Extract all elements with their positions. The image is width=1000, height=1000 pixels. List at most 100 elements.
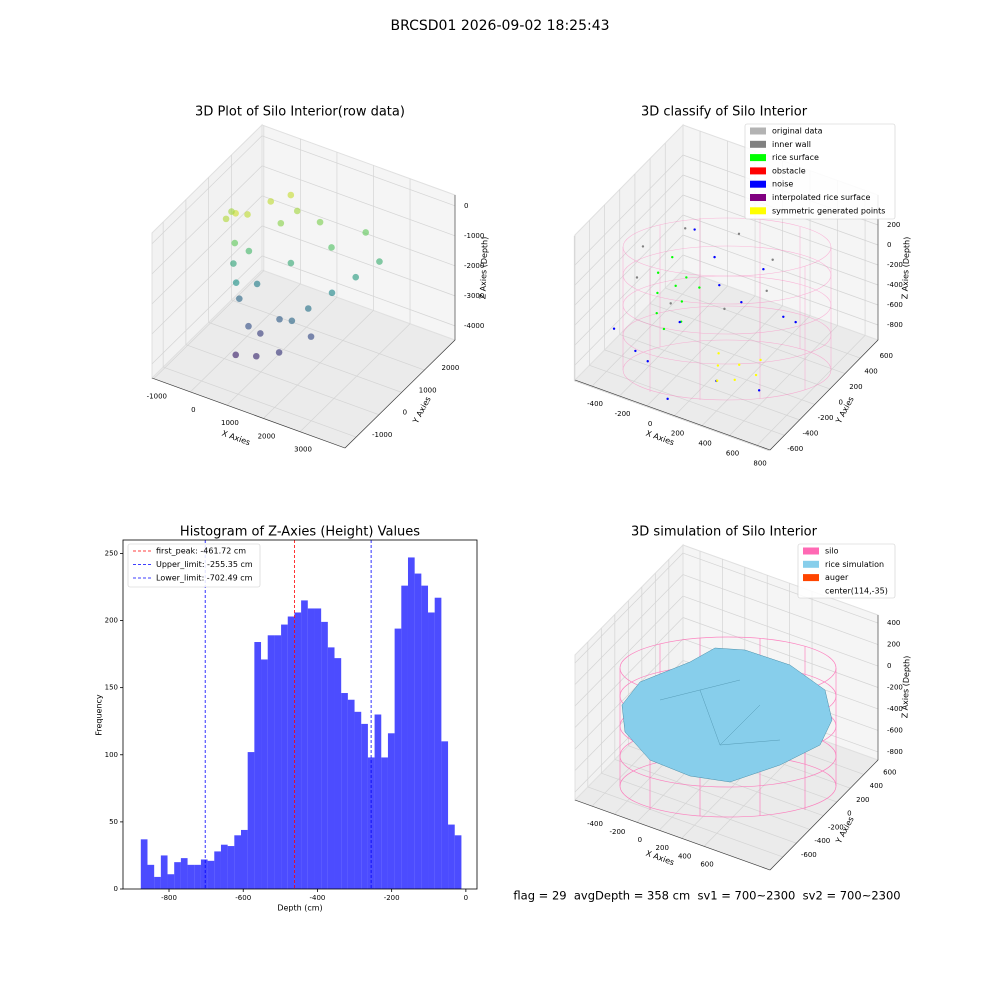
- y-tick-label: 0: [847, 810, 851, 818]
- grid-line: [208, 322, 402, 393]
- histogram-bar: [367, 757, 375, 889]
- data-point: [352, 273, 360, 281]
- legend-box: [797, 543, 896, 599]
- data-point: [376, 258, 383, 265]
- x-tick-label: 1000: [221, 419, 239, 427]
- histogram-bar: [207, 860, 215, 889]
- grid-line: [151, 195, 263, 305]
- plot-frame: [122, 539, 478, 890]
- grid-line: [151, 165, 263, 275]
- data-point: [328, 244, 335, 251]
- histogram-bar: [154, 876, 161, 889]
- y-tick-label: -200: [828, 823, 844, 831]
- grid-line: [682, 574, 879, 645]
- x-tick-label: -200: [384, 894, 400, 902]
- data-point: [757, 389, 761, 392]
- y-tick-label: 0: [839, 398, 843, 406]
- axis-line: [151, 377, 346, 449]
- grid-line: [151, 225, 263, 335]
- histogram-bar: [307, 608, 315, 889]
- x-axis-label: Depth (cm): [277, 904, 322, 913]
- z-tick-label: 0: [887, 662, 891, 670]
- data-point: [762, 268, 765, 271]
- legend-label: Lower_limit: -702.49 cm: [156, 574, 253, 583]
- legend-label: noise: [772, 180, 793, 189]
- y-tick-label: 50: [109, 818, 118, 826]
- suptitle: BRCSD01 2026-09-02 18:25:43: [390, 18, 609, 34]
- histogram-bar: [167, 874, 175, 889]
- legend-label: rice surface: [772, 153, 819, 162]
- grid-line: [190, 283, 301, 393]
- z-axis-label: Z Axies (Depth): [900, 656, 911, 719]
- axis-line: [769, 759, 879, 871]
- histogram-bar: [301, 600, 308, 889]
- z-tick-label: -200: [887, 261, 903, 269]
- z-tick-label: -3000: [464, 292, 484, 300]
- y-tick-label: 2000: [441, 364, 459, 372]
- grid-line: [574, 638, 684, 750]
- legend-swatch: [750, 194, 766, 201]
- histogram-bar: [434, 597, 442, 889]
- data-point: [680, 300, 684, 303]
- z-tick-label: 200: [887, 221, 900, 229]
- grid-line: [151, 255, 263, 365]
- data-point: [232, 279, 240, 286]
- histogram-bar: [241, 829, 248, 889]
- x-tick-label: -1000: [147, 393, 167, 401]
- grid-line: [682, 194, 879, 266]
- y-tick-label: -400: [814, 837, 830, 845]
- y-tick-label: -600: [787, 445, 803, 453]
- data-point: [669, 302, 672, 305]
- y-tick-label: -200: [818, 414, 834, 422]
- x-tick-label: -800: [161, 894, 177, 902]
- x-tick-label: 600: [700, 860, 713, 868]
- legend-label: inner wall: [772, 140, 811, 149]
- z-axis-label: Z Axies (Depth): [478, 237, 489, 300]
- y-tick-label: 600: [880, 352, 893, 360]
- data-point: [362, 229, 370, 236]
- grid-line: [574, 174, 684, 286]
- y-tick-label: 150: [105, 684, 118, 692]
- y-tick-label: -600: [801, 851, 817, 859]
- data-point: [685, 276, 688, 279]
- data-point: [288, 317, 296, 325]
- z-tick-label: 0: [887, 241, 891, 249]
- y-axis-label: Frequency: [95, 694, 104, 736]
- legend-swatch: [750, 180, 766, 188]
- x-tick-label: -400: [309, 894, 325, 902]
- z-tick-label: -200: [887, 684, 903, 692]
- y-tick-label: 600: [883, 768, 896, 776]
- data-point: [737, 232, 741, 236]
- grid-line: [682, 595, 879, 667]
- data-point: [684, 227, 687, 230]
- legend-swatch: [750, 140, 766, 148]
- grid-line: [261, 195, 456, 267]
- legend-swatch: [750, 207, 766, 215]
- z-tick-label: -2000: [464, 262, 484, 270]
- data-point: [656, 271, 660, 274]
- histogram-bar: [421, 585, 429, 889]
- histogram-bar: [347, 699, 355, 889]
- y-tick-label: 200: [849, 383, 862, 391]
- grid-line: [261, 255, 456, 327]
- histogram-bar: [194, 864, 201, 889]
- silo-wireframe: [622, 217, 832, 401]
- histogram-bar: [394, 628, 402, 889]
- data-point: [236, 295, 243, 302]
- legend-box: [127, 543, 261, 588]
- legend-swatch: [750, 167, 766, 175]
- histogram-bar: [200, 859, 208, 889]
- axis-line: [574, 799, 771, 871]
- grid-line: [185, 344, 380, 416]
- histogram-bar: [428, 612, 435, 889]
- x-tick-label: 0: [638, 836, 642, 844]
- legend-label: Upper_limit: -255.35 cm: [156, 560, 253, 569]
- legend-swatch: [750, 154, 766, 162]
- data-point: [693, 228, 696, 231]
- histogram-bar: [401, 585, 408, 889]
- z-tick-label: -4000: [464, 322, 484, 330]
- histogram-bar: [294, 612, 302, 889]
- grid-line: [574, 574, 684, 685]
- histogram-bar: [140, 839, 148, 889]
